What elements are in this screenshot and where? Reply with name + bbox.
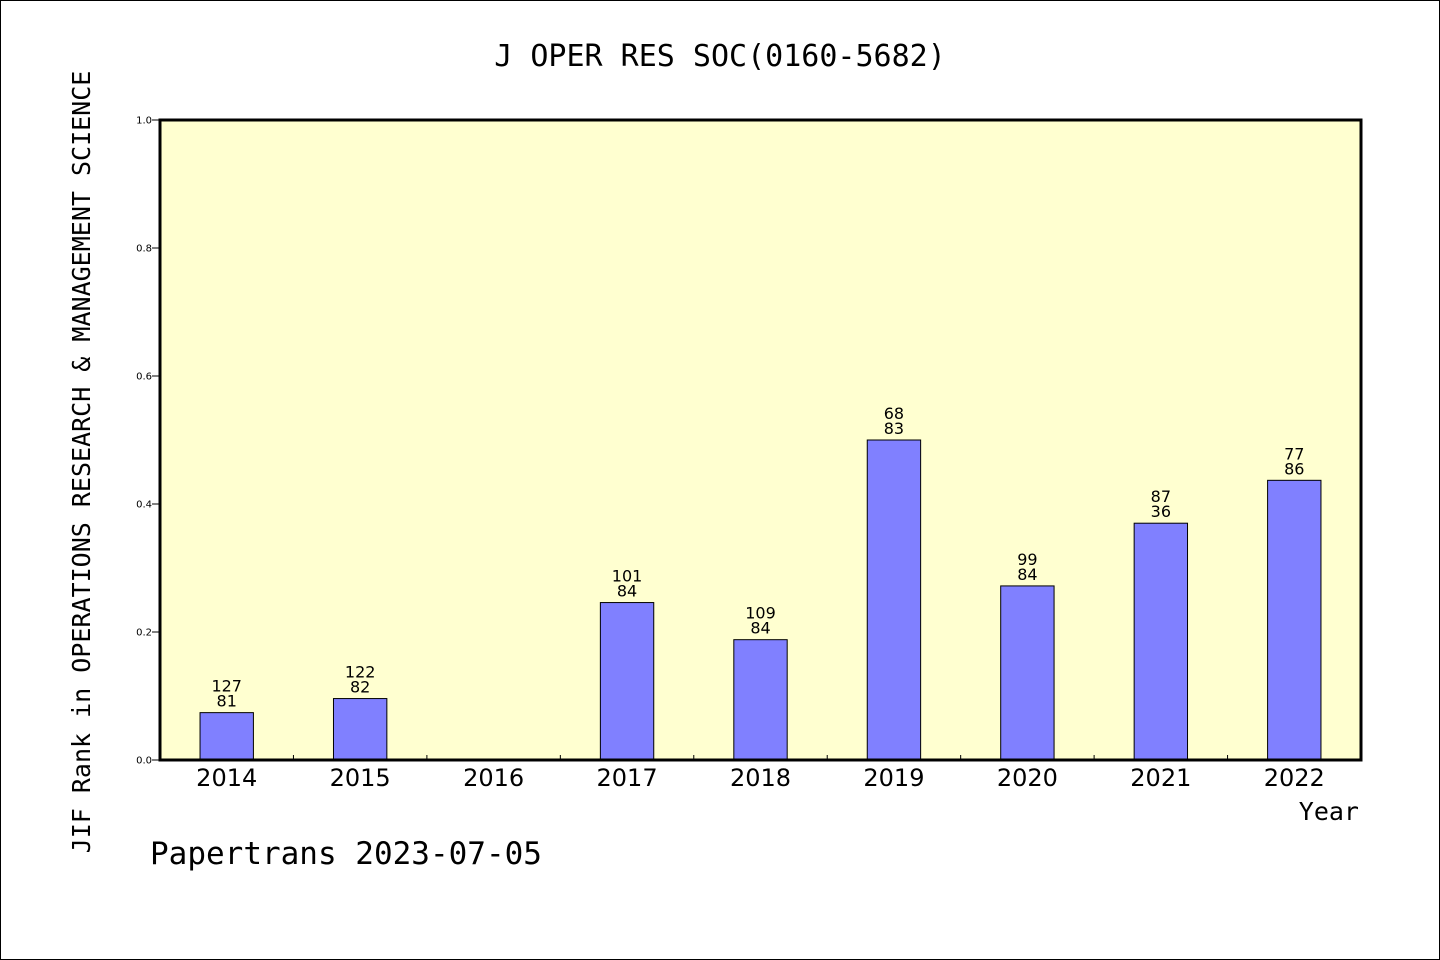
bar-2014 <box>199 712 254 761</box>
data-label-total: 81 <box>217 692 237 711</box>
y-tick-label: 0.6 <box>136 372 152 383</box>
x-axis: 2014 2015 2016 2017 2018 2019 2020 2021 2022 <box>196 755 1325 792</box>
data-label-total: 84 <box>750 619 770 638</box>
data-label-rank: 101 <box>612 567 643 586</box>
x-tick-label: 2022 <box>1264 764 1325 792</box>
y-axis-title: JIF Rank in OPERATIONS RESEARCH & MANAGE… <box>67 71 96 854</box>
data-label-total: 83 <box>884 419 904 438</box>
data-label-total: 36 <box>1151 502 1171 521</box>
data-label-total: 84 <box>1017 565 1037 584</box>
y-tick-label: 0.2 <box>136 628 152 639</box>
x-tick-label: 2014 <box>196 764 257 792</box>
x-axis-title: Year <box>1299 797 1359 826</box>
x-tick-label: 2018 <box>730 764 791 792</box>
x-tick-label: 2016 <box>463 764 524 792</box>
bar-2022 <box>1267 479 1322 761</box>
y-tick-label: 1.0 <box>136 116 152 127</box>
data-label-rank: 99 <box>1017 550 1037 569</box>
data-label-total: 84 <box>617 582 637 601</box>
credit-text: Papertrans 2023-07-05 <box>150 836 542 872</box>
bar-2018 <box>733 639 788 761</box>
bar-2017 <box>599 602 655 761</box>
x-tick-label: 2015 <box>330 764 391 792</box>
x-tick-label: 2019 <box>863 764 924 792</box>
data-label-rank: 127 <box>211 677 242 696</box>
bar-2021 <box>1133 522 1189 761</box>
plot-border <box>158 118 1363 762</box>
data-label-rank: 109 <box>745 604 776 623</box>
data-label-rank: 122 <box>345 663 376 682</box>
x-tick-label: 2017 <box>597 764 658 792</box>
data-label-total: 82 <box>350 678 370 697</box>
y-tick-label: 0.0 <box>136 756 152 767</box>
data-label-rank: 87 <box>1151 487 1171 506</box>
bar-2015 <box>332 698 388 761</box>
data-label-rank: 68 <box>884 404 904 423</box>
bar-2020 <box>1000 585 1055 761</box>
bars-group <box>199 439 1322 761</box>
y-tick-label: 0.8 <box>136 244 152 255</box>
y-tick-label: 0.4 <box>136 500 152 511</box>
chart-title: J OPER RES SOC(0160-5682) <box>494 39 946 74</box>
x-tick-label: 2020 <box>997 764 1058 792</box>
y-axis: 0.0 0.2 0.4 0.6 0.8 1.0 <box>136 116 160 767</box>
data-label-rank: 77 <box>1284 444 1304 463</box>
data-label-total: 86 <box>1284 459 1304 478</box>
bar-2019 <box>866 439 922 761</box>
x-tick-label: 2021 <box>1130 764 1191 792</box>
